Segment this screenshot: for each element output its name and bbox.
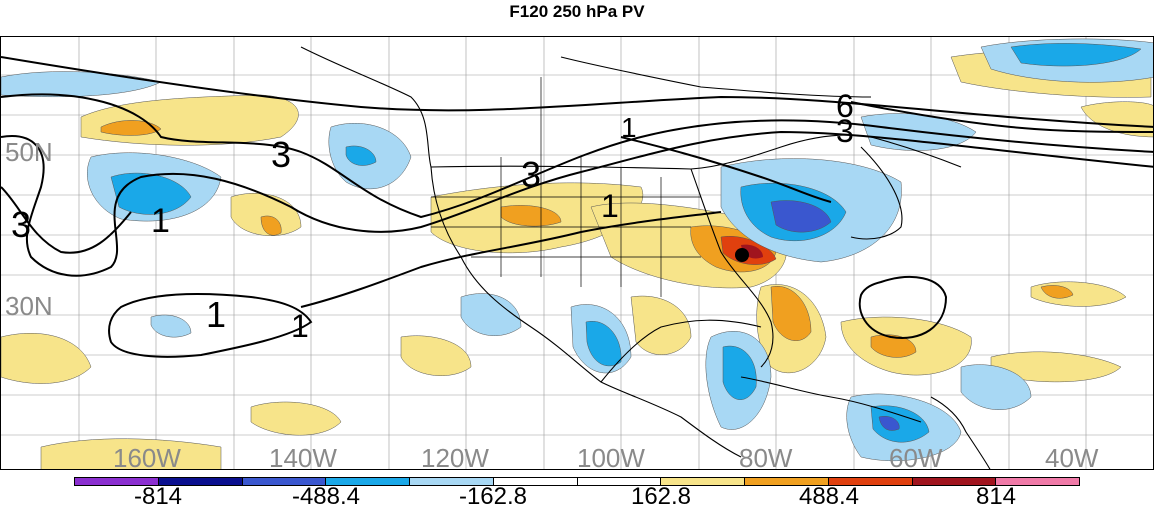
- contour-label: 1: [291, 308, 309, 344]
- colorbar-swatch: [745, 478, 829, 485]
- contour-label: 1: [151, 202, 170, 240]
- colorbar: [74, 477, 1080, 486]
- colorbar-swatch: [493, 478, 578, 485]
- contour-label: 3: [836, 113, 854, 149]
- colorbar-swatch: [828, 478, 913, 485]
- colorbar-label: -488.4: [291, 483, 361, 510]
- colorbar-swatch: [75, 478, 159, 485]
- lon-label: 40W: [1045, 443, 1099, 470]
- lon-label: 160W: [113, 443, 181, 470]
- colorbar-swatch: [996, 478, 1079, 485]
- colorbar-swatch: [661, 478, 745, 485]
- lat-label: 50N: [5, 137, 53, 167]
- contour-label: 3: [271, 134, 291, 175]
- contour-label: 1: [601, 188, 619, 224]
- lon-label: 100W: [577, 443, 645, 470]
- lat-label: 30N: [5, 291, 53, 321]
- contour-labels: 3 1 3 3 1 1 1 6 3 1: [11, 88, 854, 344]
- pv-contours: [1, 56, 1153, 358]
- contour-label: 3: [11, 204, 31, 245]
- colorbar-swatch: [912, 478, 997, 485]
- lon-label: 140W: [269, 443, 337, 470]
- positive-pv-shading: [1, 49, 1153, 469]
- map-title: F120 250 hPa PV: [509, 2, 645, 21]
- coastlines: [300, 46, 991, 469]
- colorbar-swatch: [242, 478, 327, 485]
- colorbar-label: 162.8: [630, 483, 692, 510]
- colorbar-swatch: [158, 478, 243, 485]
- contour-label: 1: [621, 112, 637, 143]
- lon-label: 60W: [889, 443, 943, 470]
- state-borders: [431, 77, 701, 297]
- colorbar-label: -162.8: [458, 483, 528, 510]
- map-panel: 3 1 3 3 1 1 1 6 3 1 50N 30N 160W 140W 12…: [0, 36, 1154, 470]
- colorbar-label: -814: [133, 483, 183, 510]
- lon-label: 80W: [739, 443, 793, 470]
- colorbar-swatch: [326, 478, 410, 485]
- location-marker: [735, 248, 749, 262]
- negative-pv-deep: [770, 200, 900, 431]
- colorbar-label: 488.4: [798, 483, 860, 510]
- colorbar-label: 814: [975, 483, 1017, 510]
- contour-label: 6: [836, 88, 854, 124]
- contour-label: 3: [521, 154, 541, 195]
- pv-map: 3 1 3 3 1 1 1 6 3 1: [1, 37, 1153, 469]
- colorbar-swatch: [577, 478, 662, 485]
- colorbar-swatch: [410, 478, 494, 485]
- contour-label: 1: [206, 294, 226, 335]
- lon-label: 120W: [421, 443, 489, 470]
